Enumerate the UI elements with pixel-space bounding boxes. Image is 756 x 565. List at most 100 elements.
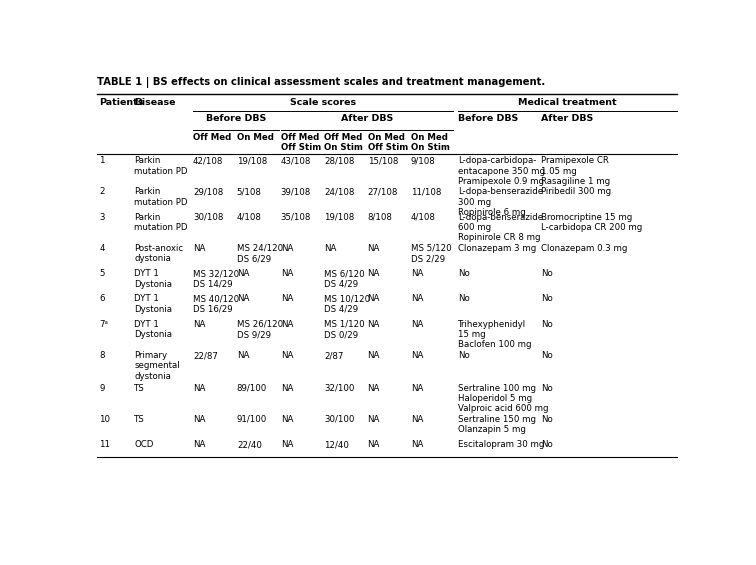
- Text: 2/87: 2/87: [324, 351, 343, 360]
- Text: No: No: [541, 440, 553, 449]
- Text: MS 24/120
DS 6/29: MS 24/120 DS 6/29: [237, 244, 283, 263]
- Text: Parkin
mutation PD: Parkin mutation PD: [135, 156, 187, 176]
- Text: Sertraline 150 mg
Olanzapin 5 mg: Sertraline 150 mg Olanzapin 5 mg: [457, 415, 536, 434]
- Text: NA: NA: [411, 270, 423, 278]
- Text: NA: NA: [324, 244, 336, 253]
- Text: 11: 11: [99, 440, 110, 449]
- Text: NA: NA: [280, 320, 293, 329]
- Text: 5: 5: [99, 270, 104, 278]
- Text: 28/108: 28/108: [324, 156, 355, 165]
- Text: MS 1/120
DS 0/29: MS 1/120 DS 0/29: [324, 320, 365, 339]
- Text: Medical treatment: Medical treatment: [519, 98, 617, 107]
- Text: L-dopa-benserazide
600 mg
Ropinirole CR 8 mg: L-dopa-benserazide 600 mg Ropinirole CR …: [457, 212, 543, 242]
- Text: Off Med
Off Stim: Off Med Off Stim: [280, 133, 321, 152]
- Text: 39/108: 39/108: [280, 188, 311, 197]
- Text: No: No: [541, 294, 553, 303]
- Text: No: No: [541, 415, 553, 424]
- Text: 29/108: 29/108: [193, 188, 223, 197]
- Text: No: No: [541, 270, 553, 278]
- Text: 4/108: 4/108: [411, 212, 435, 221]
- Text: 91/100: 91/100: [237, 415, 267, 424]
- Text: Scale scores: Scale scores: [290, 98, 356, 107]
- Text: OCD: OCD: [135, 440, 153, 449]
- Text: Off Med: Off Med: [193, 133, 231, 142]
- Text: TABLE 1 | BS effects on clinical assessment scales and treatment management.: TABLE 1 | BS effects on clinical assessm…: [98, 77, 546, 88]
- Text: NA: NA: [193, 415, 206, 424]
- Text: MS 5/120
DS 2/29: MS 5/120 DS 2/29: [411, 244, 451, 263]
- Text: 9: 9: [99, 384, 104, 393]
- Text: NA: NA: [280, 270, 293, 278]
- Text: NA: NA: [367, 384, 380, 393]
- Text: 35/108: 35/108: [280, 212, 311, 221]
- Text: NA: NA: [280, 415, 293, 424]
- Text: Clonazepam 0.3 mg: Clonazepam 0.3 mg: [541, 244, 627, 253]
- Text: MS 10/120
DS 4/29: MS 10/120 DS 4/29: [324, 294, 370, 314]
- Text: NA: NA: [280, 440, 293, 449]
- Text: NA: NA: [193, 320, 206, 329]
- Text: 30/108: 30/108: [193, 212, 223, 221]
- Text: 22/40: 22/40: [237, 440, 262, 449]
- Text: TS: TS: [135, 415, 145, 424]
- Text: 15/108: 15/108: [367, 156, 398, 165]
- Text: 30/100: 30/100: [324, 415, 355, 424]
- Text: Post-anoxic
dystonia: Post-anoxic dystonia: [135, 244, 184, 263]
- Text: 19/108: 19/108: [324, 212, 355, 221]
- Text: 12/40: 12/40: [324, 440, 349, 449]
- Text: On Med
Off Stim: On Med Off Stim: [367, 133, 407, 152]
- Text: 32/100: 32/100: [324, 384, 355, 393]
- Text: Off Med
On Stim: Off Med On Stim: [324, 133, 363, 152]
- Text: NA: NA: [237, 294, 249, 303]
- Text: Trihexyphenidyl
15 mg
Baclofen 100 mg: Trihexyphenidyl 15 mg Baclofen 100 mg: [457, 320, 531, 350]
- Text: Parkin
mutation PD: Parkin mutation PD: [135, 212, 187, 232]
- Text: 43/108: 43/108: [280, 156, 311, 165]
- Text: No: No: [457, 351, 469, 360]
- Text: NA: NA: [411, 351, 423, 360]
- Text: Primary
segmental
dystonia: Primary segmental dystonia: [135, 351, 180, 381]
- Text: TS: TS: [135, 384, 145, 393]
- Text: NA: NA: [367, 351, 380, 360]
- Text: DYT 1
Dystonia: DYT 1 Dystonia: [135, 294, 172, 314]
- Text: No: No: [457, 294, 469, 303]
- Text: 4/108: 4/108: [237, 212, 262, 221]
- Text: NA: NA: [367, 440, 380, 449]
- Text: 2: 2: [99, 188, 104, 197]
- Text: NA: NA: [237, 270, 249, 278]
- Text: NA: NA: [280, 351, 293, 360]
- Text: NA: NA: [280, 384, 293, 393]
- Text: No: No: [541, 384, 553, 393]
- Text: MS 32/120
DS 14/29: MS 32/120 DS 14/29: [193, 270, 239, 289]
- Text: No: No: [541, 320, 553, 329]
- Text: After DBS: After DBS: [541, 114, 593, 123]
- Text: Parkin
mutation PD: Parkin mutation PD: [135, 188, 187, 207]
- Text: 5/108: 5/108: [237, 188, 262, 197]
- Text: MS 6/120
DS 4/29: MS 6/120 DS 4/29: [324, 270, 365, 289]
- Text: NA: NA: [411, 384, 423, 393]
- Text: 7ᵃ: 7ᵃ: [99, 320, 108, 329]
- Text: Before DBS: Before DBS: [457, 114, 518, 123]
- Text: 4: 4: [99, 244, 104, 253]
- Text: Escitalopram 30 mg: Escitalopram 30 mg: [457, 440, 544, 449]
- Text: NA: NA: [367, 270, 380, 278]
- Text: NA: NA: [411, 415, 423, 424]
- Text: NA: NA: [411, 320, 423, 329]
- Text: 9/108: 9/108: [411, 156, 435, 165]
- Text: Disease: Disease: [135, 98, 176, 107]
- Text: 6: 6: [99, 294, 104, 303]
- Text: Bromocriptine 15 mg
L-carbidopa CR 200 mg: Bromocriptine 15 mg L-carbidopa CR 200 m…: [541, 212, 642, 232]
- Text: 10: 10: [99, 415, 110, 424]
- Text: 8/108: 8/108: [367, 212, 392, 221]
- Text: NA: NA: [411, 294, 423, 303]
- Text: 42/108: 42/108: [193, 156, 223, 165]
- Text: NA: NA: [193, 244, 206, 253]
- Text: NA: NA: [280, 294, 293, 303]
- Text: NA: NA: [367, 320, 380, 329]
- Text: 8: 8: [99, 351, 104, 360]
- Text: MS 40/120
DS 16/29: MS 40/120 DS 16/29: [193, 294, 239, 314]
- Text: NA: NA: [193, 384, 206, 393]
- Text: On Med
On Stim: On Med On Stim: [411, 133, 450, 152]
- Text: NA: NA: [411, 440, 423, 449]
- Text: Piribedil 300 mg: Piribedil 300 mg: [541, 188, 611, 197]
- Text: 24/108: 24/108: [324, 188, 355, 197]
- Text: 3: 3: [99, 212, 104, 221]
- Text: 11/108: 11/108: [411, 188, 442, 197]
